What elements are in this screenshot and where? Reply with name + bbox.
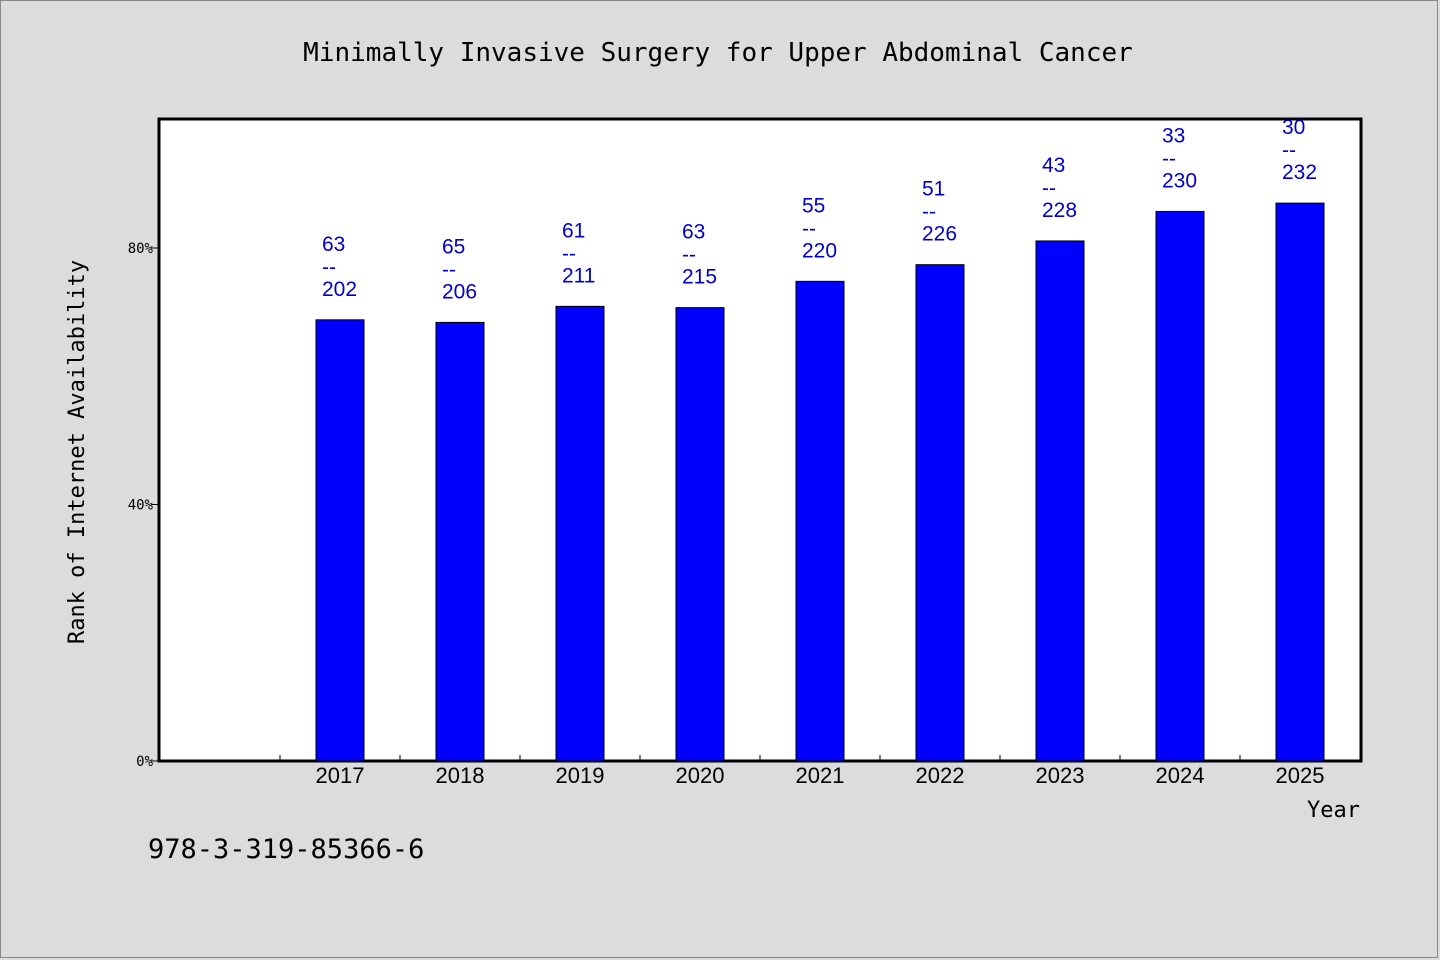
y-axis: 0% 40% 80% — [128, 241, 159, 770]
bar-label-sep: -- — [1282, 139, 1296, 162]
bar-label-sep: -- — [1042, 177, 1056, 200]
bar-label-sep: -- — [322, 256, 336, 279]
bar-label-total: 228 — [1042, 199, 1077, 222]
bar-label-rank: 55 — [802, 194, 825, 217]
x-axis: 2017 2018 2019 2020 2021 2022 2023 2024 2025 — [279, 755, 1361, 788]
x-tick-label: 2020 — [676, 763, 725, 788]
bar-label-total: 211 — [562, 264, 595, 287]
bar-label-sep: -- — [922, 201, 936, 224]
footer-code: 978-3-319-85366-6 — [148, 834, 425, 865]
bar-2017 — [315, 319, 365, 762]
bar-label-rank: 33 — [1162, 124, 1185, 147]
bar-label-rank: 30 — [1282, 116, 1305, 139]
bar-label-total: 232 — [1282, 161, 1317, 184]
bar-label-sep: -- — [802, 217, 816, 240]
bar-2020 — [675, 307, 725, 762]
bar-2025 — [1275, 202, 1325, 762]
bar-label-total: 202 — [322, 278, 357, 301]
bar-label-total: 206 — [442, 280, 477, 303]
x-tick-label: 2025 — [1276, 763, 1325, 788]
x-tick-label: 2021 — [796, 763, 845, 788]
bar-label-rank: 43 — [1042, 154, 1065, 177]
bar-group — [315, 202, 1325, 762]
x-tick-label: 2023 — [1036, 763, 1085, 788]
bar-2019 — [555, 305, 605, 762]
bar-label-sep: -- — [442, 258, 456, 281]
bar-2018 — [435, 321, 485, 762]
x-axis-label: Year — [1307, 798, 1360, 823]
bar-label-sep: -- — [562, 242, 576, 265]
bar-label-total: 226 — [922, 223, 957, 246]
bar-2024 — [1155, 210, 1205, 762]
y-tick-label: 80% — [128, 241, 154, 257]
bar-label-total: 215 — [682, 266, 717, 289]
y-tick-label: 40% — [128, 498, 154, 514]
bar-label-rank: 63 — [682, 221, 705, 244]
x-tick-label: 2018 — [436, 763, 485, 788]
x-tick-label: 2024 — [1156, 763, 1205, 788]
bar-label-sep: -- — [1162, 147, 1176, 170]
bar-label-rank: 51 — [922, 178, 945, 201]
bar-label-rank: 61 — [562, 219, 585, 242]
x-tick-label: 2017 — [316, 763, 365, 788]
bar-2022 — [915, 264, 965, 762]
bar-label-sep: -- — [682, 244, 696, 267]
bar-label-total: 230 — [1162, 169, 1197, 192]
y-axis-label: Rank of Internet Availability — [65, 260, 90, 644]
bar-label-rank: 63 — [322, 233, 345, 256]
bar-label-total: 220 — [802, 239, 837, 262]
x-tick-label: 2019 — [556, 763, 605, 788]
bar-2021 — [795, 280, 845, 762]
x-tick-label: 2022 — [916, 763, 965, 788]
bar-label-group: 63--20265--20661--21163--21555--22051--2… — [322, 116, 1317, 303]
y-tick-label: 0% — [136, 754, 153, 770]
chart-title: Minimally Invasive Surgery for Upper Abd… — [303, 38, 1133, 68]
bar-2023 — [1035, 240, 1085, 762]
bar-label-rank: 65 — [442, 235, 465, 258]
